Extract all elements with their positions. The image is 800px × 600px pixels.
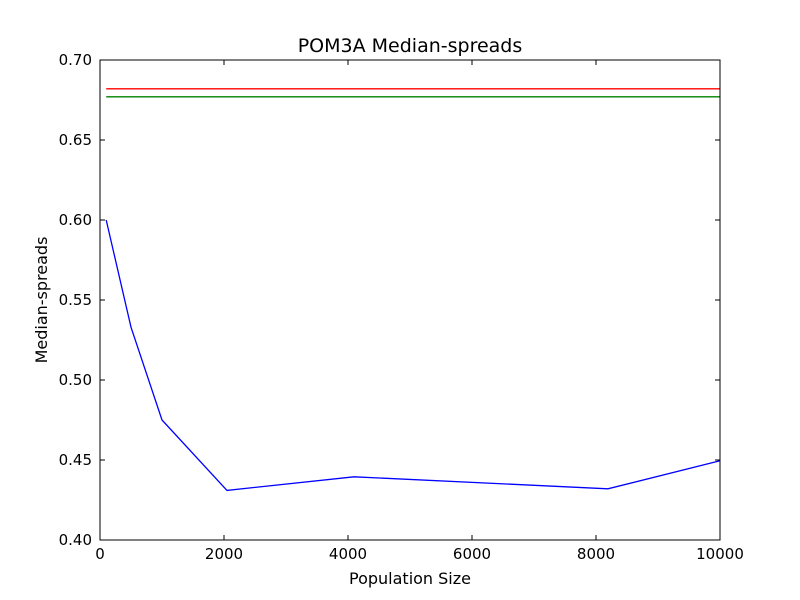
y-tick-label-3: 0.55: [59, 291, 92, 309]
x-tick-label-3: 6000: [453, 545, 491, 563]
plot-area: 0 2000 4000 6000 8000 10000 0.40 0.45 0.50 0.55 0.…: [59, 51, 744, 563]
y-tick-label-1: 0.45: [59, 451, 92, 469]
y-tick-label-2: 0.50: [59, 371, 92, 389]
y-axis-title: Median-spreads: [32, 237, 51, 364]
plot-frame: [99, 59, 721, 541]
x-tick-label-5: 10000: [696, 545, 744, 563]
x-tick-label-1: 2000: [205, 545, 243, 563]
x-tick-label-2: 4000: [329, 545, 367, 563]
x-axis-title: Population Size: [349, 569, 471, 588]
y-tick-label-6: 0.70: [59, 51, 92, 69]
x-tick-label-0: 0: [95, 545, 105, 563]
y-tick-label-5: 0.65: [59, 131, 92, 149]
y-tick-label-4: 0.60: [59, 211, 92, 229]
x-tick-label-4: 8000: [577, 545, 615, 563]
y-tick-label-0: 0.40: [59, 531, 92, 549]
series-line-0: [105, 219, 721, 492]
chart-title: POM3A Median-spreads: [298, 35, 523, 57]
